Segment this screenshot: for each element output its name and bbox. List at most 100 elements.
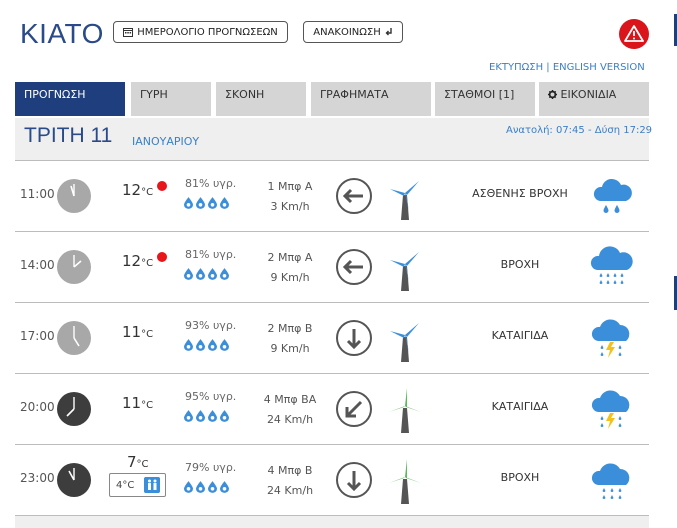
wind-beaufort: 1 Μπφ Α [267,180,313,193]
humidity-drops [184,197,229,209]
row-humidity: 81% υγρ. [185,177,237,190]
drop-icon [184,339,193,351]
light-rain-cloud-icon [593,178,632,213]
wind-speed: 24 Km/h [266,484,314,497]
header-links: ΕΚΤΥΠΩΣΗ | ENGLISH VERSION [489,62,645,73]
tab-dust[interactable]: ΣΚΟΝΗ [216,82,306,116]
row-temperature: 11°C [122,323,154,341]
tab-stations[interactable]: ΣΤΑΘΜΟΙ [1] [435,82,535,116]
announcement-button[interactable]: ΑΝΑΚΟΙΝΩΣΗ [303,21,403,43]
day-header [15,118,649,160]
tab-pollen[interactable]: ΓΥΡΗ [131,82,211,116]
feels-like-person-icon [144,477,161,493]
drop-icon [208,481,217,493]
row-humidity: 95% υγρ. [185,390,237,403]
gear-icon [548,90,557,99]
thunderstorm-cloud-icon [591,319,630,358]
link-separator: | [546,62,550,73]
english-version-link[interactable]: ENGLISH VERSION [552,62,645,73]
row-condition: ΚΑΤΑΙΓΙΔΑ [491,329,549,342]
clock-icon [57,179,91,213]
next-day-header [15,515,649,528]
row-time: 14:00 [20,258,55,272]
drop-icon [196,410,205,422]
tab-label: ΕΙΚΟΝΙΔΙΑ [560,88,617,101]
warning-alert-button[interactable] [619,19,649,49]
tab-label: ΓΡΑΦΗΜΑΤΑ [320,88,389,101]
drop-icon [208,197,217,209]
wind-speed: 9 Km/h [270,342,310,355]
rain-cloud-icon [591,463,630,500]
wind-direction-northeast-icon [336,391,372,427]
row-condition: ΑΣΘΕΝΗΣ ΒΡΟΧΗ [472,187,568,200]
drop-icon [220,268,229,280]
warning-triangle-icon [624,25,644,42]
wind-turbine-icon [389,388,421,433]
print-link[interactable]: ΕΚΤΥΠΩΣΗ [489,62,544,73]
city-title: ΚΙΑΤΟ [20,18,104,49]
row-temperature: 12°C [122,252,154,270]
side-scroll-indicator-2 [674,276,677,310]
wind-turbine-icon [390,323,419,362]
humidity-drops [184,339,229,351]
sunrise-sunset: Ανατολή: 07:45 - Δύση 17:29 [506,125,653,136]
row-wind: 4 Μπφ Β 24 Km/h [260,461,320,501]
tab-label: ΣΚΟΝΗ [225,88,265,101]
row-temperature: 11°C [122,394,154,412]
row-time: 20:00 [20,400,55,414]
tab-forecast[interactable]: ΠΡΟΓΝΩΣΗ [15,82,125,116]
wind-speed: 9 Km/h [270,271,310,284]
forecast-calendar-button[interactable]: ΗΜΕΡΟΛΟΓΙΟ ΠΡΟΓΝΩΣΕΩΝ [113,21,288,43]
drop-icon [208,410,217,422]
row-condition: ΒΡΟΧΗ [500,471,540,484]
wind-beaufort: 2 Μπφ Β [267,322,313,335]
row-humidity: 79% υγρ. [185,461,237,474]
row-wind: 2 Μπφ Β 9 Km/h [260,319,320,359]
row-temperature: 7°C [127,453,149,471]
row-time: 23:00 [20,471,55,485]
wind-beaufort: 4 Μπφ ΒΑ [263,393,317,406]
clock-icon [57,392,91,426]
wind-direction-west-icon [336,178,372,214]
forecast-row: 11:00 12°C 81% υγρ. 1 Μπφ Α 3 Km/h ΑΣΘΕΝ… [15,160,649,232]
row-humidity: 93% υγρ. [185,319,237,332]
high-temp-indicator [157,181,167,191]
clock-icon [57,321,91,355]
drop-icon [220,339,229,351]
forecast-row: 17:00 11°C 93% υγρ. 2 Μπφ Β 9 Km/h ΚΑΤΑΙ… [15,302,649,374]
row-time: 17:00 [20,329,55,343]
drop-icon [220,410,229,422]
wind-turbine-icon [390,181,419,220]
drop-icon [220,197,229,209]
tab-label: ΓΥΡΗ [140,88,168,101]
clock-icon [57,250,91,284]
wind-beaufort: 2 Μπφ Α [267,251,313,264]
row-condition: ΒΡΟΧΗ [500,258,540,271]
day-name: ΤΡΙΤΗ 11 [24,124,113,147]
rain-cloud-icon [590,246,633,285]
row-time: 11:00 [20,187,55,201]
tab-label: ΠΡΟΓΝΩΣΗ [24,88,86,101]
drop-icon [196,481,205,493]
wind-beaufort: 4 Μπφ Β [267,464,313,477]
row-wind: 4 Μπφ ΒΑ 24 Km/h [260,390,320,430]
wind-turbine-icon [389,459,421,504]
return-arrow-icon [385,28,392,36]
wind-speed: 3 Km/h [270,200,310,213]
drop-icon [196,339,205,351]
calendar-button-label: ΗΜΕΡΟΛΟΓΙΟ ΠΡΟΓΝΩΣΕΩΝ [137,26,278,38]
drop-icon [208,339,217,351]
day-month: ΙΑΝΟΥΑΡΙΟΥ [132,135,200,148]
tab-charts[interactable]: ΓΡΑΦΗΜΑΤΑ [311,82,431,116]
row-condition: ΚΑΤΑΙΓΙΔΑ [491,400,549,413]
wind-speed: 24 Km/h [266,413,314,426]
humidity-drops [184,410,229,422]
tab-label: ΣΤΑΘΜΟΙ [1] [444,88,515,101]
calendar-icon [123,28,134,37]
drop-icon [184,410,193,422]
wind-direction-north-icon [336,320,372,356]
drop-icon [220,481,229,493]
row-humidity: 81% υγρ. [185,248,237,261]
tab-icons[interactable]: ΕΙΚΟΝΙΔΙΑ [539,82,649,116]
wind-turbine-icon [390,252,419,291]
